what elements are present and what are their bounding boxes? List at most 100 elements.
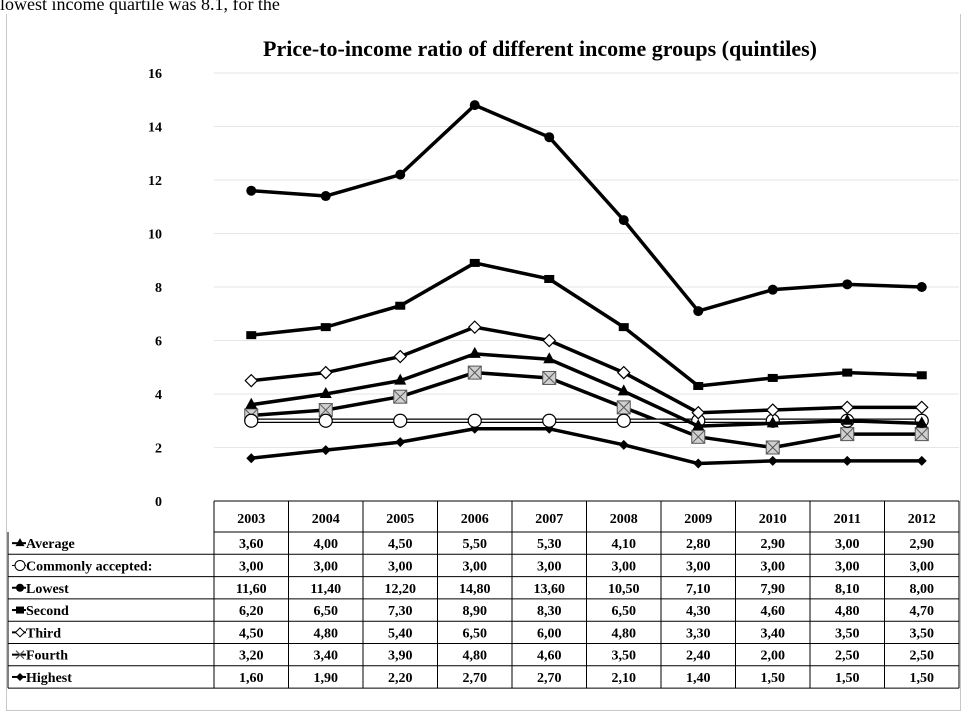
series-line bbox=[251, 352, 922, 428]
data-point bbox=[320, 323, 331, 332]
data-point bbox=[842, 368, 853, 377]
data-point bbox=[914, 400, 929, 415]
legend-marker bbox=[16, 583, 24, 592]
data-label: 4,80 bbox=[835, 604, 860, 619]
data-label: 3,00 bbox=[612, 559, 637, 574]
y-tick-label: 14 bbox=[148, 121, 162, 136]
legend-label: Fourth bbox=[26, 649, 68, 664]
series-line bbox=[251, 261, 922, 388]
data-label: 13,60 bbox=[534, 582, 566, 597]
series-third bbox=[244, 320, 929, 420]
data-point bbox=[469, 100, 480, 111]
data-label: 3,00 bbox=[686, 559, 711, 574]
data-point bbox=[246, 331, 257, 340]
data-point bbox=[916, 282, 927, 292]
data-point bbox=[395, 301, 406, 310]
data-point bbox=[543, 352, 556, 364]
plot-area bbox=[244, 100, 929, 469]
data-label: 8,10 bbox=[835, 582, 860, 597]
data-label: 1,50 bbox=[910, 671, 935, 686]
series-line bbox=[251, 103, 922, 313]
data-label: 4,80 bbox=[314, 626, 339, 641]
data-label: 3,00 bbox=[239, 559, 264, 574]
data-label: 1,40 bbox=[686, 671, 711, 686]
marker-stroke bbox=[467, 365, 482, 380]
marker-stroke bbox=[318, 403, 333, 417]
data-point bbox=[246, 453, 257, 464]
data-point bbox=[841, 413, 854, 425]
x-category-label: 2003 bbox=[237, 512, 265, 527]
chart-title: Price-to-income ratio of different incom… bbox=[263, 36, 817, 61]
x-category-label: 2005 bbox=[386, 512, 414, 527]
data-label: 6,00 bbox=[537, 626, 562, 641]
y-tick-label: 12 bbox=[148, 174, 162, 189]
data-label: 3,00 bbox=[761, 559, 786, 574]
data-point bbox=[765, 403, 780, 417]
data-point bbox=[544, 132, 555, 143]
data-label: 4,80 bbox=[463, 649, 488, 664]
data-point bbox=[693, 458, 704, 469]
data-point bbox=[467, 365, 482, 380]
data-label: 2,00 bbox=[761, 649, 786, 664]
data-label: 7,10 bbox=[686, 582, 711, 597]
data-point bbox=[618, 323, 629, 332]
data-label: 2,80 bbox=[686, 537, 711, 552]
y-tick-label: 4 bbox=[155, 388, 162, 403]
data-point bbox=[916, 371, 927, 380]
data-label: 12,20 bbox=[385, 582, 417, 597]
x-category-label: 2008 bbox=[610, 512, 638, 527]
data-point bbox=[544, 274, 555, 283]
data-label: 2,90 bbox=[910, 537, 935, 552]
legend-label: Highest bbox=[26, 671, 72, 686]
data-point bbox=[395, 437, 406, 448]
data-label: 4,60 bbox=[537, 649, 562, 664]
data-label: 5,30 bbox=[537, 537, 562, 552]
series-average bbox=[245, 346, 928, 431]
data-label: 6,50 bbox=[463, 626, 488, 641]
data-point bbox=[468, 346, 481, 358]
legend-key bbox=[12, 538, 26, 547]
x-category-label: 2007 bbox=[535, 512, 563, 527]
x-category-label: 2011 bbox=[834, 512, 861, 527]
data-label: 2,20 bbox=[388, 671, 413, 686]
legend-label: Average bbox=[26, 537, 75, 552]
marker-stroke bbox=[393, 389, 408, 404]
data-label: 2,10 bbox=[612, 671, 637, 686]
legend-marker bbox=[15, 650, 25, 660]
data-label: 4,10 bbox=[612, 537, 637, 552]
data-label: 4,50 bbox=[388, 537, 413, 552]
data-label: 1,50 bbox=[835, 671, 860, 686]
data-label: 14,80 bbox=[459, 582, 491, 597]
marker-stroke bbox=[765, 440, 780, 455]
data-point bbox=[393, 349, 408, 364]
data-point bbox=[395, 169, 406, 180]
data-label: 3,00 bbox=[388, 559, 413, 574]
data-point bbox=[320, 445, 331, 456]
legend-key bbox=[12, 672, 26, 681]
data-label: 3,50 bbox=[910, 626, 935, 641]
x-category-label: 2012 bbox=[908, 512, 936, 527]
data-point bbox=[616, 365, 631, 380]
data-point bbox=[393, 389, 408, 404]
y-tick-label: 6 bbox=[155, 335, 162, 350]
data-label: 1,60 bbox=[239, 671, 264, 686]
data-point bbox=[840, 427, 855, 442]
y-tick-label: 8 bbox=[155, 281, 162, 296]
data-label: 3,20 bbox=[239, 649, 264, 664]
data-point bbox=[618, 215, 629, 226]
data-point bbox=[693, 381, 704, 390]
data-point bbox=[245, 397, 258, 409]
data-label: 7,30 bbox=[388, 604, 413, 619]
legend-label: Second bbox=[26, 604, 69, 619]
data-point bbox=[467, 320, 482, 334]
data-point bbox=[691, 429, 706, 444]
data-table: 2003 2004 2005 2006 2007 2008 2009 2010 2011 2012… bbox=[7, 500, 960, 689]
data-label: 3,00 bbox=[835, 559, 860, 574]
data-point bbox=[246, 185, 257, 196]
data-label: 2,50 bbox=[910, 649, 935, 664]
data-label: 3,40 bbox=[314, 649, 339, 664]
marker-stroke bbox=[616, 400, 631, 415]
data-point bbox=[393, 413, 408, 428]
series-line bbox=[251, 325, 922, 415]
data-label: 3,30 bbox=[686, 626, 711, 641]
